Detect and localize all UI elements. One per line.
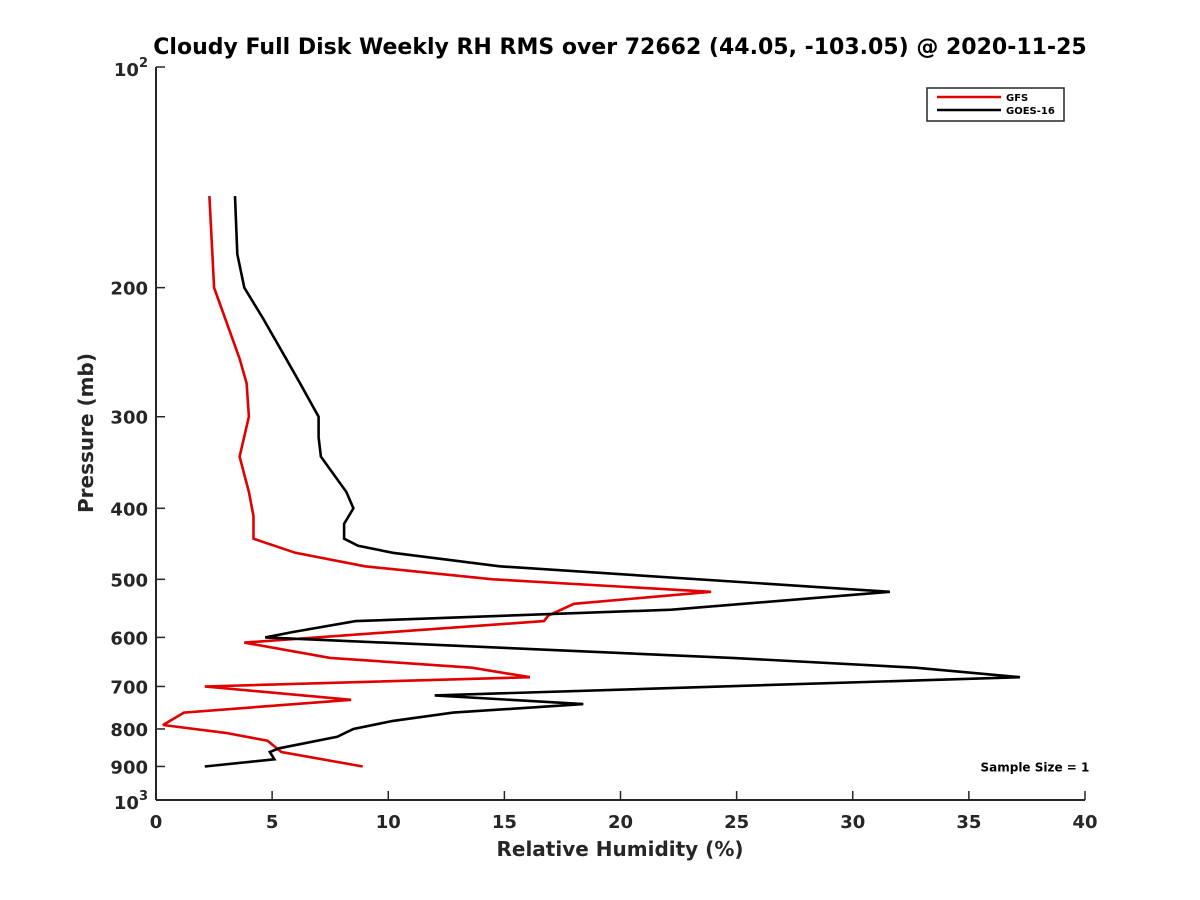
y-tick-label: 500 [110, 570, 148, 591]
x-tick-label: 30 [840, 812, 865, 833]
sample-size-annotation: Sample Size = 1 [980, 760, 1089, 774]
y-axis-label: Pressure (mb) [74, 353, 98, 513]
y-tick-label: 200 [110, 279, 148, 300]
series-line-goes-16 [204, 196, 1021, 768]
x-axis-label: Relative Humidity (%) [496, 837, 743, 861]
y-tick-label: 900 [110, 757, 148, 778]
legend-label-goes-16: GOES-16 [1006, 106, 1055, 117]
x-tick-label: 35 [956, 812, 981, 833]
y-tick-exponent: 2 [139, 56, 148, 71]
chart-title: Cloudy Full Disk Weekly RH RMS over 7266… [153, 35, 1086, 60]
x-tick-label: 15 [492, 812, 517, 833]
x-axis-ticks: 0 5 10 15 20 25 30 35 40 [150, 791, 1098, 833]
legend: GFS GOES-16 [926, 87, 1065, 122]
legend-label-gfs: GFS [1006, 93, 1028, 104]
x-tick-label: 5 [266, 812, 279, 833]
x-tick-label: 0 [150, 812, 163, 833]
y-tick-label: 400 [110, 499, 148, 520]
y-tick-label-power: 103 [114, 789, 148, 814]
legend-box [926, 87, 1065, 122]
y-tick-label: 600 [110, 628, 148, 649]
series-line-gfs [162, 196, 712, 768]
y-tick-label: 800 [110, 720, 148, 741]
y-tick-label-power: 102 [114, 56, 148, 81]
y-tick-label: 700 [110, 677, 148, 698]
y-tick-base: 10 [114, 793, 139, 814]
series-layer [162, 196, 1021, 768]
x-tick-label: 10 [376, 812, 401, 833]
y-tick-base: 10 [114, 60, 139, 81]
x-tick-label: 40 [1072, 812, 1097, 833]
y-tick-label: 300 [110, 408, 148, 429]
y-tick-exponent: 3 [139, 789, 148, 804]
x-tick-label: 25 [724, 812, 749, 833]
x-tick-label: 20 [608, 812, 633, 833]
